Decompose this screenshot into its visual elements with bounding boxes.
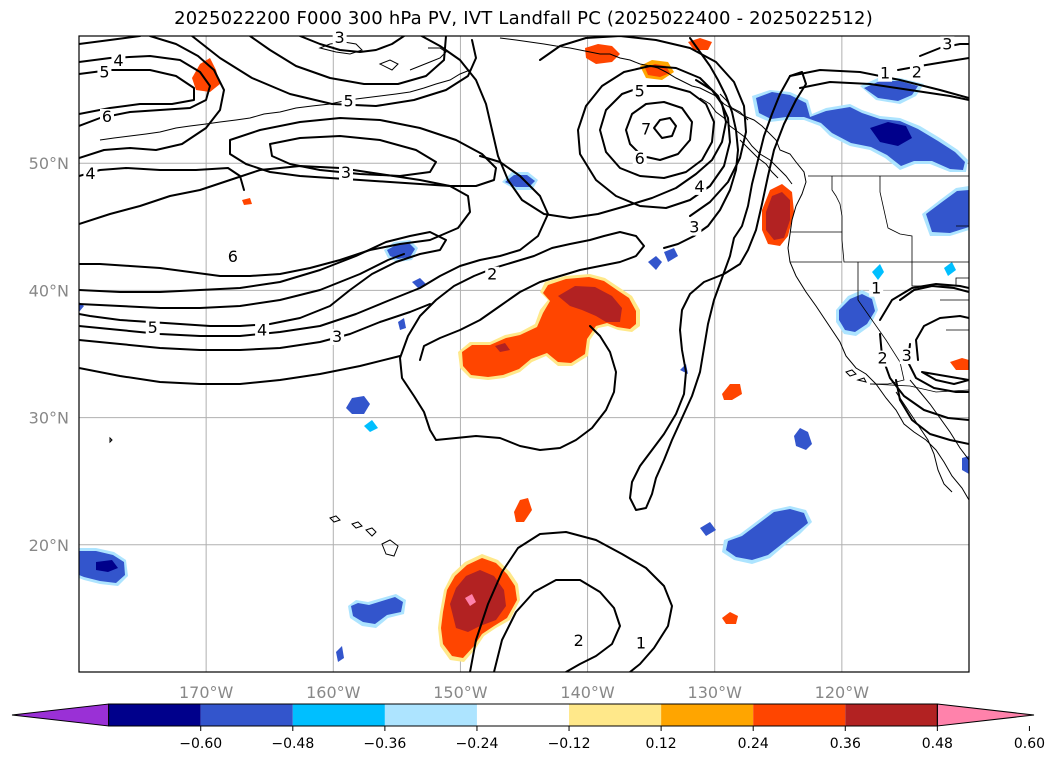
- latitude-tick-labels: 20°N 30°N 40°N 50°N: [29, 154, 69, 555]
- contour-label-bg: [940, 36, 955, 53]
- colorbar-tick-label: −0.24: [456, 736, 499, 752]
- lat-tick-label: 20°N: [29, 536, 69, 555]
- colorbar-tick-label: 0.12: [646, 736, 677, 752]
- contour-label: 5: [343, 92, 353, 111]
- figure-title: 2025022200 F000 300 hPa PV, IVT Landfall…: [174, 8, 873, 29]
- contour-label: 3: [942, 34, 952, 53]
- contour-label-bg: [145, 320, 160, 337]
- contour-label: 3: [341, 163, 351, 182]
- colorbar-tick-label: −0.48: [271, 736, 314, 752]
- colorbar-segment: [661, 704, 754, 726]
- longitude-tick-labels: 170°W 160°W 150°W 140°W 130°W 120°W: [179, 683, 869, 702]
- colorbar-outline: [108, 703, 938, 727]
- contour-label-bg: [878, 65, 893, 82]
- contour-label-bg: [633, 635, 648, 652]
- colorbar-tick-label: −0.60: [179, 736, 222, 752]
- colorbar-segment: [108, 704, 201, 726]
- contour-label: 5: [99, 62, 109, 81]
- contour-label: 3: [689, 218, 699, 237]
- colorbar-segment: [476, 704, 570, 726]
- contour-label: 1: [871, 279, 881, 298]
- colorbar-segment: [845, 704, 938, 726]
- lat-tick-label: 50°N: [29, 154, 69, 173]
- contour-label: 6: [635, 149, 645, 168]
- contour-label-bg: [97, 64, 112, 81]
- contour-label: 4: [113, 51, 123, 70]
- colorbar-segment: [292, 704, 385, 726]
- contour-label-bg: [632, 150, 647, 167]
- contour-label: 3: [335, 28, 345, 47]
- colorbar-segment: [384, 704, 477, 726]
- colorbar-tick-label: 0.60: [1014, 736, 1045, 752]
- contour-label: 5: [635, 82, 645, 101]
- colorbar: −0.60 −0.48 −0.36 −0.24 −0.12 0.12 0.24 0.36 0.4…: [11, 703, 1045, 752]
- colorbar-segment: [753, 704, 846, 726]
- lon-tick-label: 120°W: [815, 683, 870, 702]
- colorbar-tick-label: 0.24: [738, 736, 769, 752]
- contour-label: 4: [694, 177, 704, 196]
- lat-tick-label: 30°N: [29, 409, 69, 428]
- contour-label: 1: [880, 64, 890, 83]
- contour-label: 6: [228, 247, 238, 266]
- contour-label: 7: [641, 120, 651, 139]
- contour-label-bg: [692, 178, 707, 195]
- contour-label: 2: [574, 631, 584, 650]
- contour-label-bg: [869, 280, 884, 297]
- contour-label-bg: [875, 350, 890, 367]
- contour-label-bg: [330, 329, 345, 346]
- lon-tick-label: 130°W: [688, 683, 743, 702]
- colorbar-tick-label: 0.48: [922, 736, 953, 752]
- lat-tick-label: 40°N: [29, 281, 69, 300]
- colorbar-tick-label: −0.12: [548, 736, 591, 752]
- contour-label-bg: [687, 219, 702, 236]
- contour-label-bg: [639, 121, 654, 138]
- colorbar-tick-label: 0.36: [830, 736, 861, 752]
- colorbar-tick-label: −0.36: [363, 736, 406, 752]
- lon-tick-label: 140°W: [560, 683, 615, 702]
- contour-label-bg: [341, 93, 356, 110]
- contour-label: 5: [148, 318, 158, 337]
- colorbar-segment: [569, 704, 662, 726]
- contour-label: 3: [332, 327, 342, 346]
- colorbar-segment: [200, 704, 293, 726]
- contour-label: 4: [85, 164, 95, 183]
- contour-label: 2: [877, 349, 887, 368]
- contour-label: 4: [257, 321, 267, 340]
- lon-tick-label: 170°W: [179, 683, 234, 702]
- map-frame: [78, 35, 970, 673]
- contour-label-bg: [255, 322, 270, 339]
- coastlines: [99, 37, 969, 557]
- contour-label-bg: [571, 633, 586, 650]
- contour-label-bg: [909, 64, 924, 81]
- contour-label-bg: [83, 166, 98, 183]
- contour-label-bg: [899, 348, 914, 365]
- contour-label-bg: [99, 108, 114, 125]
- contour-label: 3: [902, 346, 912, 365]
- map-contents: [79, 36, 969, 672]
- contour-label: 1: [636, 634, 646, 653]
- contour-label: 2: [912, 62, 922, 81]
- contour-label-bg: [225, 248, 240, 265]
- contour-label: 2: [487, 265, 497, 284]
- lon-tick-label: 160°W: [306, 683, 361, 702]
- colorbar-extend-high: [936, 703, 1035, 727]
- colorbar-extend-low: [11, 703, 110, 727]
- contour-label-bg: [485, 266, 500, 283]
- contour-label-bg: [339, 164, 353, 181]
- contour-label-bg: [332, 30, 347, 47]
- contour-label-bg: [632, 83, 647, 100]
- contour-label-bg: [111, 52, 126, 69]
- lon-tick-label: 150°W: [433, 683, 488, 702]
- contour-label: 6: [102, 107, 112, 126]
- pv-contours: [79, 36, 969, 672]
